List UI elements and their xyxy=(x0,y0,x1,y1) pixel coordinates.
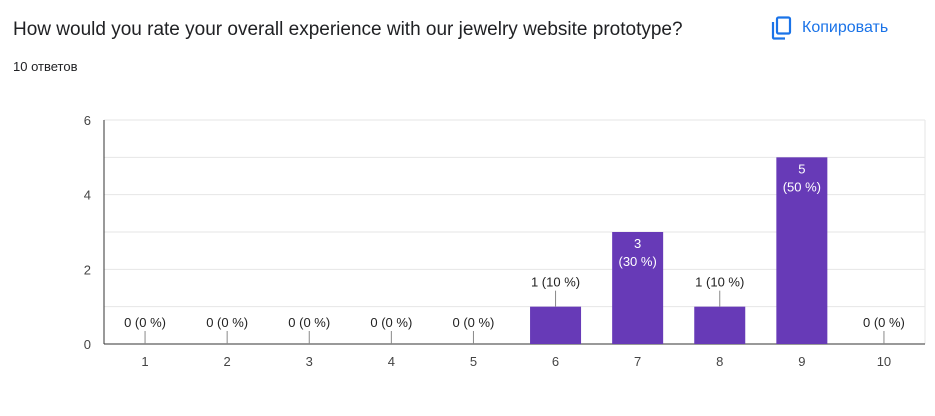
data-label: 5 (50 %) xyxy=(783,161,821,194)
y-tick-label: 0 xyxy=(84,337,91,352)
data-label: 0 (0 %) xyxy=(206,315,248,330)
x-tick-label: 9 xyxy=(798,354,805,369)
data-label: 0 (0 %) xyxy=(288,315,330,330)
data-label: 1 (10 %) xyxy=(695,275,744,290)
data-label: 0 (0 %) xyxy=(452,315,494,330)
x-tick-label: 2 xyxy=(224,354,231,369)
bar xyxy=(530,306,582,344)
x-tick-label: 7 xyxy=(634,354,641,369)
response-count: 10 ответов xyxy=(13,59,78,74)
data-label: 0 (0 %) xyxy=(863,315,905,330)
x-tick-label: 1 xyxy=(141,354,148,369)
y-tick-label: 4 xyxy=(84,188,91,203)
x-tick-label: 8 xyxy=(716,354,723,369)
x-tick-label: 4 xyxy=(388,354,395,369)
x-tick-label: 10 xyxy=(877,354,891,369)
copy-button-label: Копировать xyxy=(802,19,889,36)
y-tick-label: 2 xyxy=(84,262,91,277)
data-label: 3 (30 %) xyxy=(619,236,657,269)
copy-icon xyxy=(770,16,792,40)
data-label: 1 (10 %) xyxy=(531,275,580,290)
y-tick-label: 6 xyxy=(84,113,91,128)
data-label: 0 (0 %) xyxy=(370,315,412,330)
copy-button[interactable]: Копировать xyxy=(760,8,898,48)
bar xyxy=(776,157,828,344)
x-tick-label: 3 xyxy=(306,354,313,369)
x-tick-label: 5 xyxy=(470,354,477,369)
data-label: 0 (0 %) xyxy=(124,315,166,330)
bar xyxy=(694,306,746,344)
x-tick-label: 6 xyxy=(552,354,559,369)
bar xyxy=(612,232,664,344)
question-title: How would you rate your overall experien… xyxy=(13,19,683,40)
